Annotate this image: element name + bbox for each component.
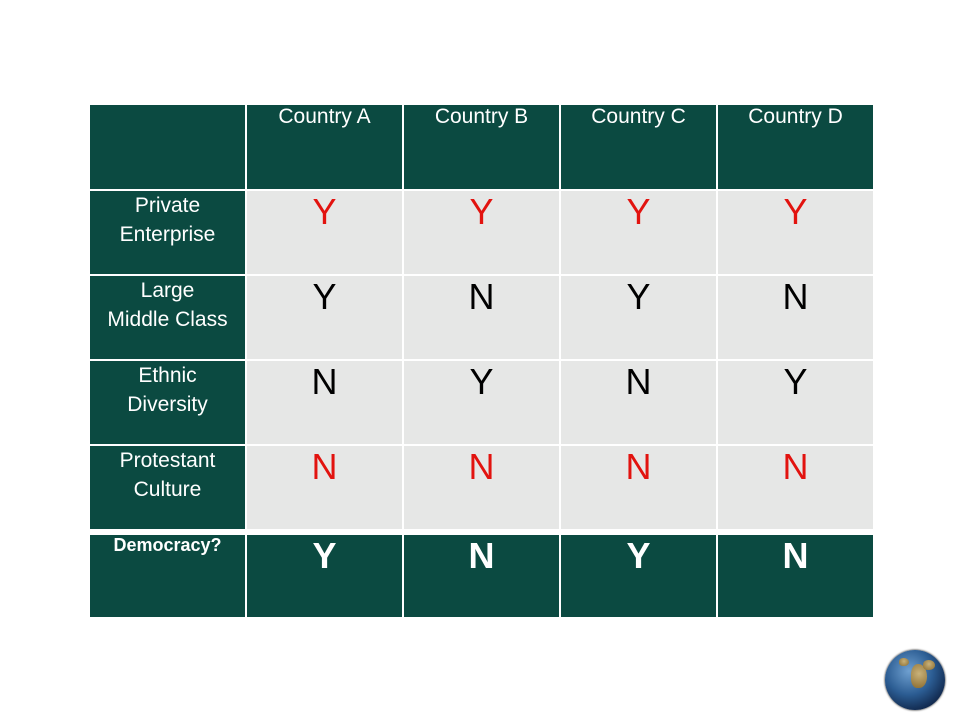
table-cell: N: [716, 444, 875, 531]
table-cell: Y: [716, 189, 875, 276]
table-header-row: Country A Country B Country C Country D: [88, 103, 875, 191]
table-row: Private Enterprise Y Y Y Y: [88, 189, 875, 276]
table-row: Protestant Culture N N N N: [88, 444, 875, 531]
row-label: Private Enterprise: [88, 189, 247, 276]
result-cell: N: [402, 533, 561, 619]
row-label: Large Middle Class: [88, 274, 247, 361]
globe-icon: [885, 650, 945, 710]
table-cell: Y: [559, 274, 718, 361]
comparison-table: Country A Country B Country C Country D …: [88, 103, 875, 619]
column-header: Country C: [559, 103, 718, 191]
table-cell: Y: [559, 189, 718, 276]
table-row: Large Middle Class Y N Y N: [88, 274, 875, 361]
table-cell: N: [245, 359, 404, 446]
row-label: Ethnic Diversity: [88, 359, 247, 446]
header-corner-cell: [88, 103, 247, 191]
table-cell: Y: [402, 359, 561, 446]
column-header: Country D: [716, 103, 875, 191]
table-cell: N: [559, 359, 718, 446]
column-header: Country A: [245, 103, 404, 191]
table-cell: N: [402, 444, 561, 531]
table-cell: Y: [716, 359, 875, 446]
table-cell: N: [559, 444, 718, 531]
table-cell: Y: [245, 189, 404, 276]
table-divider: [88, 529, 875, 535]
table-cell: Y: [402, 189, 561, 276]
row-label: Protestant Culture: [88, 444, 247, 531]
table-cell: N: [716, 274, 875, 361]
table-row: Ethnic Diversity N Y N Y: [88, 359, 875, 446]
result-row: Democracy? Y N Y N: [88, 533, 875, 619]
result-cell: Y: [559, 533, 718, 619]
result-label: Democracy?: [88, 533, 247, 619]
result-cell: Y: [245, 533, 404, 619]
table-cell: N: [245, 444, 404, 531]
column-header: Country B: [402, 103, 561, 191]
result-cell: N: [716, 533, 875, 619]
table-cell: N: [402, 274, 561, 361]
table-cell: Y: [245, 274, 404, 361]
